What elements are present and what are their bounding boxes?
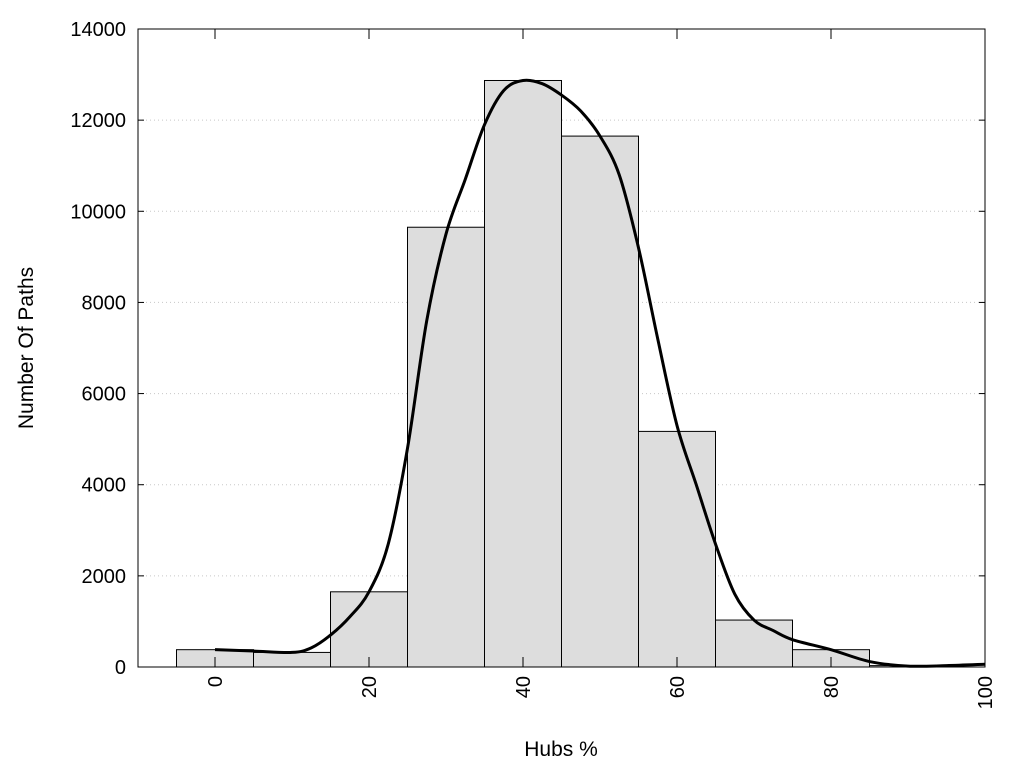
x-tick-label: 60 <box>667 676 689 698</box>
y-axis: 0 2000 4000 6000 8000 10000 12000 14000 <box>70 19 985 679</box>
y-axis-title: Number Of Paths <box>15 267 38 429</box>
y-tick-label: 0 <box>115 657 126 679</box>
histogram-bar <box>561 135 639 668</box>
x-tick-label: 80 <box>821 676 843 698</box>
y-tick-label: 2000 <box>82 566 127 588</box>
x-tick-label: 100 <box>975 676 997 709</box>
histogram-bar <box>407 226 485 668</box>
histogram-bar <box>253 651 331 668</box>
x-tick-label: 20 <box>359 676 381 698</box>
y-tick-label: 6000 <box>82 384 127 406</box>
x-tick-label: 0 <box>205 676 227 687</box>
y-tick-label: 10000 <box>70 201 126 223</box>
y-tick-label: 14000 <box>70 19 126 41</box>
y-tick-label: 12000 <box>70 110 126 132</box>
histogram-bar <box>330 591 408 668</box>
density-curve <box>214 78 986 668</box>
bars <box>176 79 947 668</box>
density-curve-line <box>214 78 986 668</box>
y-tick-label: 4000 <box>82 475 127 497</box>
y-tick-label: 8000 <box>82 292 127 314</box>
histogram-bar <box>638 430 716 668</box>
x-tick-label: 40 <box>513 676 535 698</box>
histogram-bar <box>715 619 793 668</box>
histogram-bar <box>484 79 562 668</box>
x-axis-title: Hubs % <box>524 738 598 761</box>
plot-frame <box>137 28 986 668</box>
x-axis: 0 20 40 60 80 100 <box>205 29 997 709</box>
